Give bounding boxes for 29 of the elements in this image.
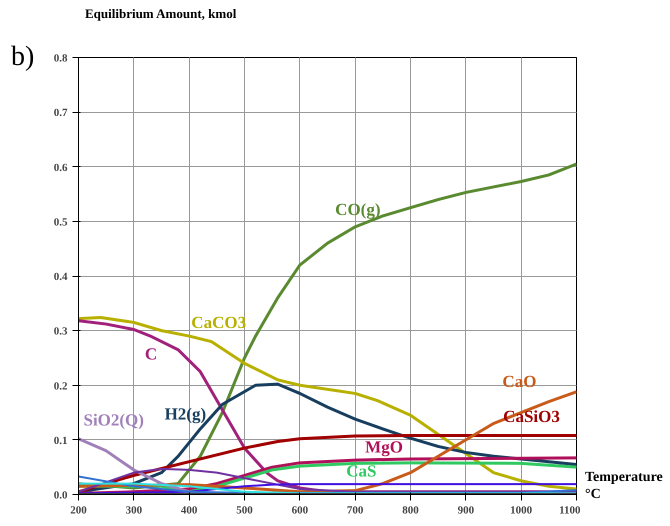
- x-tick-label: 400: [180, 504, 198, 516]
- series-label: H2(g): [164, 404, 206, 424]
- y-tick-label: 0.3: [54, 326, 68, 338]
- x-tick-label: 500: [236, 504, 254, 516]
- series-label: MgO: [365, 437, 403, 456]
- series-label: CaCO3: [191, 313, 246, 332]
- y-tick-label: 0.1: [54, 434, 68, 447]
- y-tick-label: 0.7: [54, 107, 68, 120]
- text: b): [11, 40, 34, 74]
- x-tick-label: 1100: [559, 504, 581, 516]
- x-tick-label: 200: [70, 504, 88, 516]
- series-label: CO(g): [335, 200, 380, 219]
- x-tick-label: 1000: [510, 504, 533, 516]
- y-tick-label: 0.8: [54, 52, 68, 64]
- x-axis-title: Temperature °C: [585, 469, 663, 503]
- y-tick-label: 0.2: [54, 380, 68, 392]
- y-tick-label: 0.0: [54, 490, 68, 502]
- y-tick-label: 0.6: [54, 162, 68, 174]
- x-tick-label: 300: [126, 504, 143, 516]
- y-tick-label: 0.4: [54, 271, 68, 283]
- series-label: C: [144, 344, 158, 364]
- y-axis-title: Equilibrium Amount, kmol: [85, 5, 236, 23]
- x-tick-label: 800: [402, 504, 420, 516]
- x-tick-label: 900: [458, 504, 475, 516]
- y-tick-label: 0.5: [54, 216, 68, 228]
- x-tick-label: 600: [292, 504, 309, 516]
- series-label: CaS: [346, 462, 376, 481]
- series-label: CaO: [502, 372, 536, 392]
- x-tick-label: 700: [346, 504, 364, 516]
